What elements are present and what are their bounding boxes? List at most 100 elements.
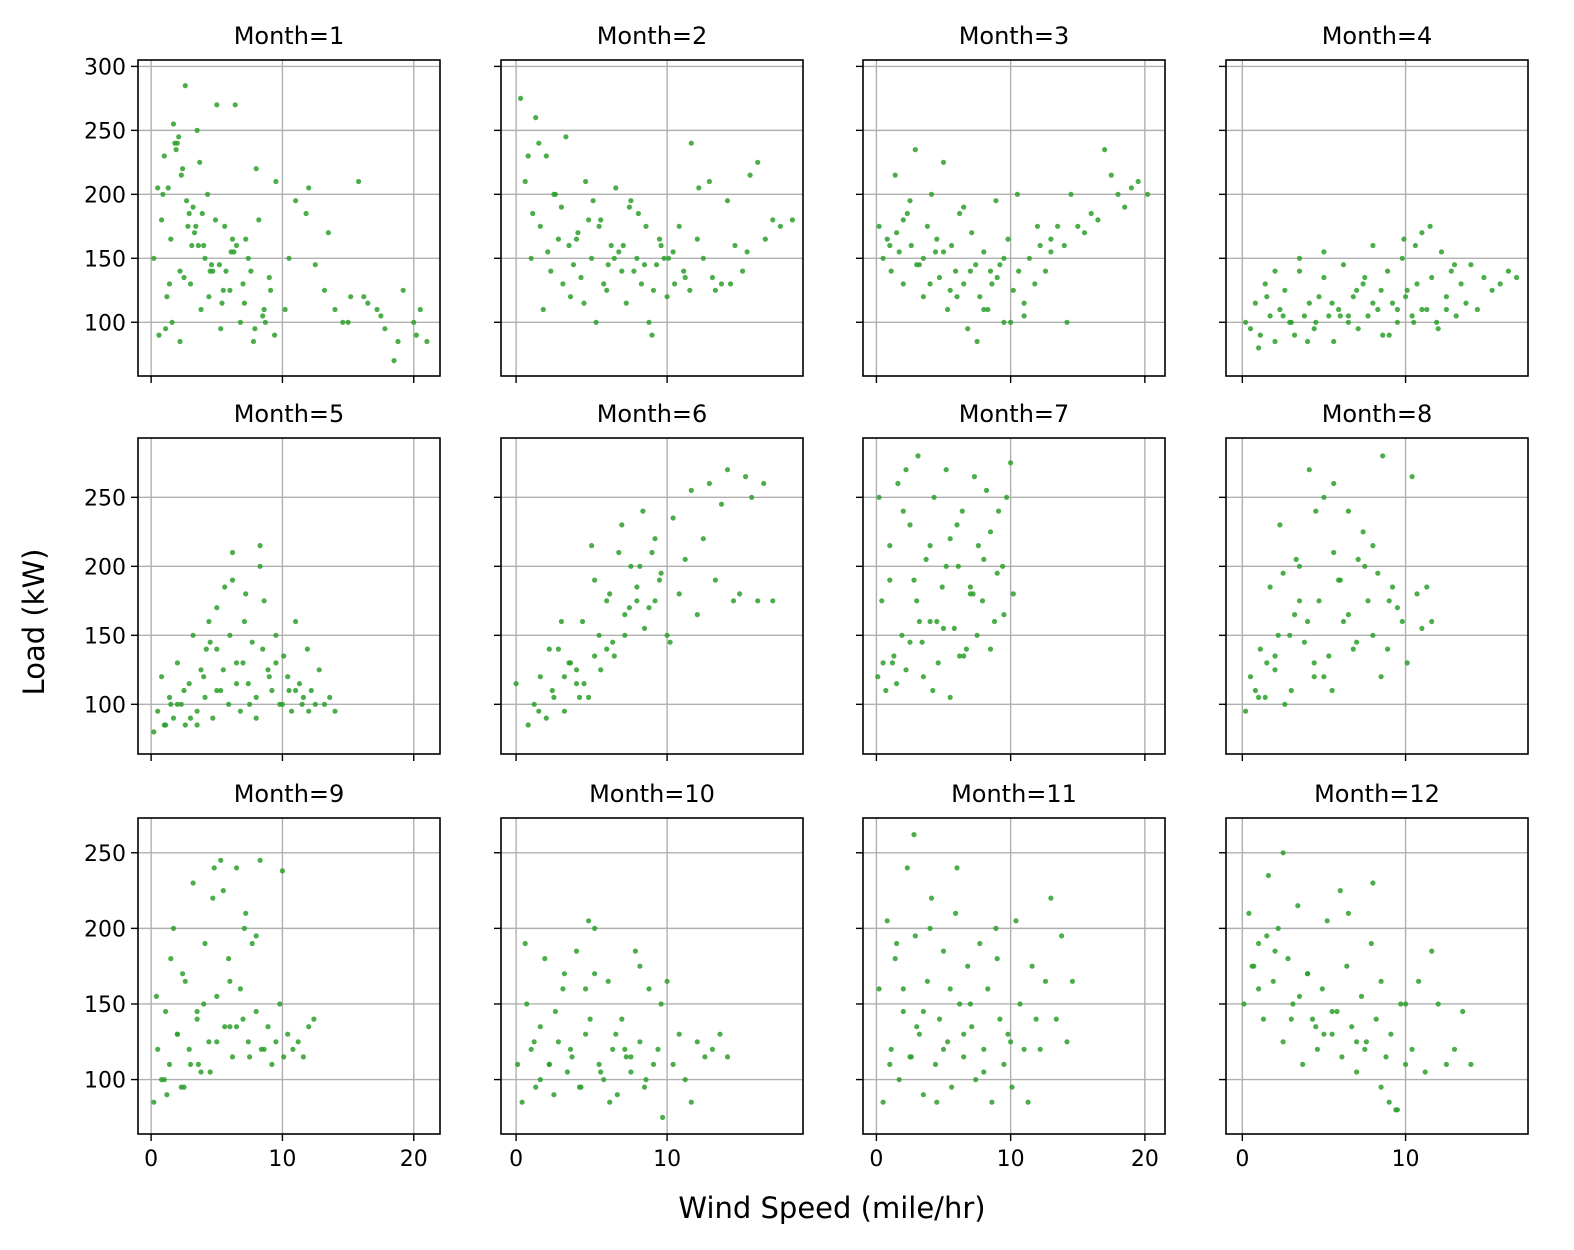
data-point — [250, 338, 257, 345]
data-point — [199, 210, 205, 217]
axes-frame — [500, 437, 804, 755]
data-point — [949, 1084, 955, 1090]
data-point — [1288, 687, 1294, 694]
data-point — [272, 332, 278, 338]
data-point — [1349, 1024, 1355, 1030]
data-point — [1435, 326, 1441, 332]
data-point — [1280, 570, 1286, 576]
data-point — [174, 660, 180, 666]
data-point — [178, 701, 184, 707]
data-point — [634, 598, 640, 604]
data-point — [638, 281, 645, 287]
data-point — [216, 262, 222, 268]
data-point — [1398, 1001, 1404, 1007]
data-point — [153, 993, 159, 1000]
data-point — [1363, 1039, 1369, 1045]
data-point — [892, 956, 898, 962]
data-point — [573, 681, 580, 687]
data-point — [1025, 1099, 1031, 1105]
data-point — [1394, 306, 1400, 313]
data-point — [374, 306, 380, 313]
axes-frame — [500, 59, 804, 377]
data-point — [222, 1024, 228, 1030]
data-point — [233, 660, 240, 666]
data-point — [361, 294, 367, 300]
data-point — [262, 319, 268, 325]
data-point — [257, 543, 263, 549]
data-point — [1293, 556, 1299, 563]
data-point — [1345, 319, 1351, 325]
data-point — [289, 708, 295, 714]
data-point — [165, 185, 171, 191]
data-point — [201, 1001, 207, 1007]
data-point — [947, 986, 953, 992]
data-point — [1375, 570, 1381, 576]
y-tick-label: 100 — [84, 693, 126, 718]
data-point — [971, 474, 978, 480]
data-point — [975, 543, 982, 549]
data-point — [650, 287, 657, 293]
data-point — [576, 1084, 583, 1090]
data-point — [656, 236, 663, 242]
data-point — [1102, 147, 1108, 153]
data-point — [211, 865, 217, 871]
data-point — [895, 480, 901, 487]
axes-frame — [862, 817, 1166, 1135]
data-point — [170, 121, 177, 127]
data-point — [1243, 708, 1249, 714]
data-point — [206, 1039, 212, 1045]
data-point — [596, 223, 602, 229]
data-point — [694, 1039, 700, 1045]
data-point — [424, 338, 430, 345]
data-point — [887, 1061, 893, 1067]
data-point — [884, 918, 890, 924]
data-point — [558, 618, 565, 625]
y-tick-label: 250 — [84, 486, 126, 511]
data-point — [1419, 625, 1425, 632]
data-point — [894, 940, 900, 947]
subplot-title: Month=4 — [1322, 22, 1433, 50]
data-point — [1275, 925, 1281, 932]
data-point — [911, 832, 917, 838]
subplot-title: Month=8 — [1322, 400, 1433, 428]
data-point — [974, 338, 980, 345]
data-point — [296, 681, 303, 687]
data-point — [632, 948, 639, 954]
data-point — [1324, 918, 1330, 924]
data-point — [967, 268, 974, 274]
data-point — [198, 306, 204, 313]
data-point — [601, 281, 607, 287]
data-point — [743, 474, 749, 480]
data-point — [770, 217, 776, 223]
data-point — [218, 687, 224, 694]
data-point — [1337, 577, 1343, 583]
data-point — [382, 326, 388, 332]
data-point — [604, 646, 610, 652]
y-tick-label: 300 — [84, 55, 126, 80]
data-point — [243, 236, 249, 242]
data-point — [578, 274, 584, 281]
data-point — [266, 274, 272, 281]
data-point — [576, 694, 583, 701]
data-point — [1438, 249, 1445, 255]
data-point — [190, 204, 196, 210]
data-point — [1256, 694, 1262, 701]
data-point — [661, 255, 667, 261]
data-point — [207, 639, 213, 645]
data-point — [1463, 300, 1469, 306]
data-point — [924, 223, 931, 229]
data-point — [1059, 933, 1065, 939]
data-point — [1311, 660, 1317, 666]
subplot-12: Month=12 0 10 — [1219, 780, 1529, 1172]
data-point — [963, 646, 970, 652]
data-point — [345, 319, 351, 325]
data-point — [1419, 230, 1425, 236]
subplot-10: Month=10 0 10 — [494, 780, 804, 1172]
data-point — [670, 249, 676, 255]
data-point — [900, 217, 906, 223]
data-point — [1290, 1001, 1296, 1007]
data-point — [1443, 294, 1449, 300]
data-point — [1378, 978, 1384, 984]
data-point — [1249, 963, 1255, 969]
data-point — [155, 708, 161, 714]
